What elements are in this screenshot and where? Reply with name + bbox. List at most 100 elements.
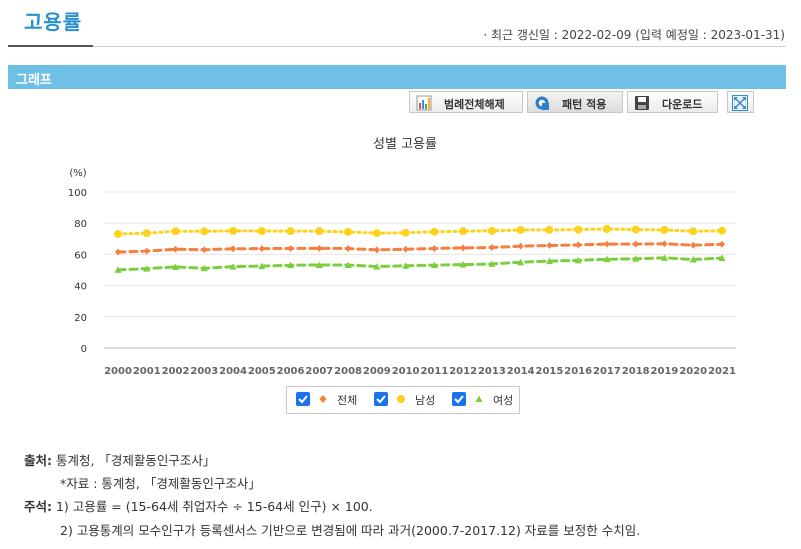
note-label: 주석: [24, 499, 52, 514]
data-point [689, 256, 697, 263]
data-point [115, 248, 121, 256]
x-tick-label: 2013 [478, 366, 506, 377]
data-point [690, 241, 697, 249]
y-tick-label: 20 [74, 313, 87, 324]
x-tick-label: 2002 [162, 366, 190, 377]
legend-toggle-button[interactable]: 범례전체해제 [409, 91, 523, 113]
data-point [517, 258, 525, 266]
data-point [517, 242, 524, 250]
data-point [143, 247, 150, 255]
data-point [171, 227, 180, 236]
x-tick-label: 2021 [708, 366, 736, 377]
data-point [201, 246, 208, 254]
download-label: 다운로드 [662, 98, 703, 111]
data-point [459, 227, 468, 236]
page-title: 고용률 [24, 10, 83, 34]
data-point [200, 264, 208, 272]
data-point [632, 240, 639, 248]
x-tick-label: 2007 [305, 366, 333, 377]
note-row-1: 주석: 1) 고용률 = (15-64세 취업자수 ÷ 15-64세 인구) ×… [24, 496, 373, 515]
data-point [114, 229, 122, 238]
x-tick-label: 2006 [277, 366, 305, 377]
series-line [116, 256, 724, 272]
data-point [287, 244, 294, 252]
x-tick-label: 2017 [593, 366, 621, 377]
data-point [660, 225, 669, 234]
y-tick-label: 40 [74, 282, 87, 293]
checkbox[interactable] [296, 392, 310, 406]
legend-toggle-label: 범례전체해제 [444, 98, 505, 111]
data-point [172, 245, 179, 253]
data-point [258, 262, 266, 270]
x-axis-ticks: 2000 2001 2002 2003 2004 2005 2006 2007 2008 2009… [104, 366, 736, 377]
data-point [373, 263, 381, 270]
legend-label: 남성 [415, 394, 436, 407]
note-2: 2) 고용통계의 모수인구가 등록센서스 기반으로 변경됨에 따라 과거(200… [60, 523, 641, 538]
data-point [229, 226, 238, 235]
x-tick-label: 2016 [564, 366, 592, 377]
data-point [459, 261, 467, 268]
x-tick-label: 2005 [248, 366, 276, 377]
y-tick-label: 80 [74, 219, 87, 230]
fullscreen-button[interactable] [727, 91, 754, 113]
data-point [430, 227, 439, 236]
x-tick-label: 2000 [104, 366, 132, 377]
series-line [116, 227, 724, 236]
legend: 전체 남성 여성 [286, 386, 520, 414]
data-point [603, 255, 611, 263]
data-point [345, 244, 352, 252]
circle-marker-icon [397, 395, 405, 403]
x-tick-label: 2020 [679, 366, 707, 377]
pattern-button[interactable]: 패턴 적용 [527, 91, 623, 113]
triangle-marker-icon [475, 395, 483, 402]
y-axis-unit: (%) [69, 168, 86, 179]
y-axis-ticks: 0 20 40 60 80 100 [68, 188, 87, 355]
data-point [344, 261, 352, 269]
update-info: · 최근 갱신일 : 2022-02-09 (입력 예정일 : 2023-01-… [483, 28, 785, 42]
series-1 [114, 224, 726, 238]
x-tick-label: 2010 [392, 366, 420, 377]
data-point [143, 265, 151, 272]
series-0 [115, 240, 725, 256]
data-point [402, 245, 409, 253]
chart-title: 성별 고용률 [373, 137, 437, 152]
x-tick-label: 2008 [334, 366, 362, 377]
data-point [286, 227, 295, 236]
data-point [546, 242, 553, 250]
data-point [229, 263, 237, 270]
x-tick-label: 2014 [507, 366, 535, 377]
download-button[interactable]: 다운로드 [627, 91, 718, 113]
data-point [373, 246, 380, 254]
data-point [487, 226, 496, 235]
source-text: 통계청, 「경제활동인구조사」 [55, 453, 216, 468]
data-point [718, 226, 726, 235]
x-tick-label: 2004 [219, 366, 247, 377]
x-tick-label: 2018 [622, 366, 650, 377]
floppy-disk-icon [635, 96, 649, 110]
note-1: 1) 고용률 = (15-64세 취업자수 ÷ 15-64세 인구) × 100… [55, 499, 373, 514]
legend-label: 전체 [337, 394, 358, 407]
data-point [200, 227, 209, 236]
source-sub: *자료 : 통계청, 「경제활동인구조사」 [60, 476, 261, 491]
data-point [631, 225, 640, 234]
data-point [401, 228, 410, 237]
checkbox[interactable] [374, 392, 388, 406]
bar-chart-icon [416, 95, 432, 111]
x-tick-label: 2003 [190, 366, 218, 377]
y-tick-label: 0 [81, 344, 87, 355]
data-point [574, 225, 583, 234]
data-point [602, 224, 611, 233]
y-tick-label: 100 [68, 188, 87, 199]
checkbox[interactable] [452, 392, 466, 406]
data-point [516, 225, 525, 234]
data-point [257, 227, 266, 235]
data-point [632, 255, 640, 262]
refresh-icon [535, 96, 549, 110]
x-tick-label: 2012 [449, 366, 477, 377]
section-header: 그래프 [8, 65, 786, 89]
data-point [603, 240, 610, 248]
line-chart: 성별 고용률 (%) 0 20 40 60 80 100 2000 2001 2002 2003… [68, 137, 736, 377]
data-point [230, 245, 237, 253]
gridlines [104, 191, 736, 349]
data-point [718, 254, 726, 261]
